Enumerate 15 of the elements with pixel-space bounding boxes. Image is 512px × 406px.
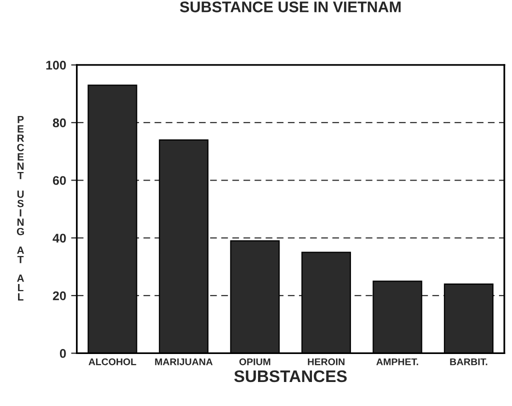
x-tick-label: AMPHET. (376, 358, 418, 366)
chart-title: SUBSTANCE USE IN VIETNAM (180, 2, 401, 12)
text: PERCENT USING AT ALL (16, 116, 24, 300)
y-tick-label: 20 (52, 291, 66, 300)
y-tick-label: 60 (52, 176, 66, 185)
x-tick-label: MARIJUANA (155, 358, 213, 366)
x-tick-label: OPIUM (239, 358, 270, 366)
y-tick-label: 0 (60, 349, 66, 358)
y-tick-label: 100 (46, 60, 66, 70)
y-tick-label: 40 (52, 234, 66, 243)
x-tick-label: ALCOHOL (88, 358, 136, 366)
x-tick-label: HEROIN (308, 358, 344, 366)
y-tick-label: 80 (52, 118, 66, 128)
x-axis-title: SUBSTANCES (234, 370, 347, 382)
x-tick-label: BARBIT. (450, 358, 488, 366)
